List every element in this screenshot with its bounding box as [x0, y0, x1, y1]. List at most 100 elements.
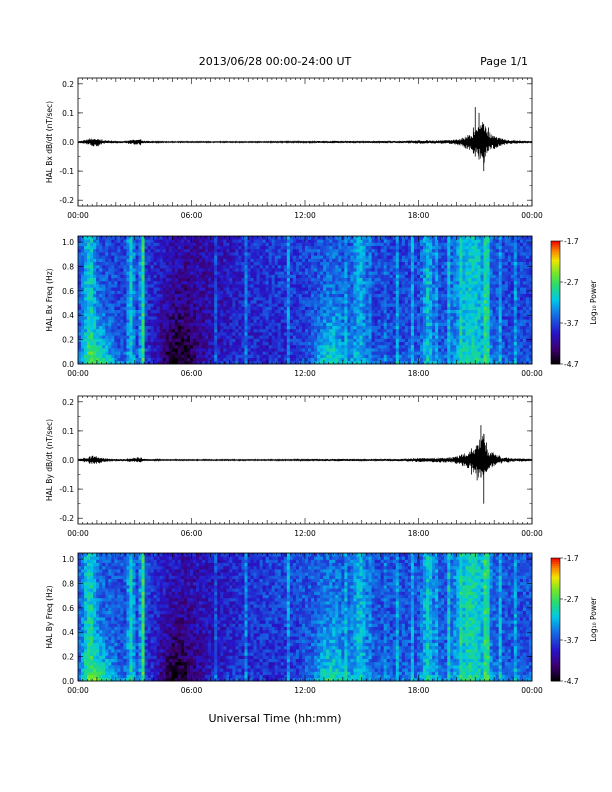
spectrogram-cell [386, 360, 391, 365]
spectrogram-cell [168, 261, 173, 266]
spectrogram-cell [407, 316, 412, 320]
spectrogram-cell [347, 322, 351, 326]
spectrogram-cell [81, 338, 85, 342]
spectrogram-cell [286, 341, 291, 346]
spectrogram-cell [292, 357, 297, 362]
spectrogram-cell [323, 277, 327, 282]
spectrogram-cell [320, 268, 324, 272]
spectrogram-cell [311, 290, 315, 294]
spectrogram-cell [305, 287, 309, 291]
spectrogram-cell [347, 271, 351, 275]
spectrogram-cell [289, 293, 294, 298]
spectrogram-cell [371, 290, 376, 294]
spectrogram-cell [416, 248, 421, 253]
spectrogram-cell [123, 280, 127, 285]
spectrogram-cell [350, 335, 354, 339]
spectrogram-cell [362, 268, 366, 272]
spectrogram-cell [177, 322, 182, 326]
spectrogram-cell [150, 360, 155, 365]
spectrogram-cell [341, 338, 345, 342]
spectrogram-cell [189, 344, 194, 349]
spectrogram-cell [356, 258, 360, 262]
spectrogram-cell [308, 255, 312, 259]
spectrogram-cell [153, 344, 158, 349]
spectrogram-cell [132, 280, 136, 285]
spectrogram-cell [105, 271, 109, 275]
spectrogram-cell [368, 306, 372, 310]
spectrogram-cell [398, 252, 403, 256]
spectrogram-cell [189, 319, 194, 323]
spectrogram-cell [344, 325, 348, 330]
spectrogram-cell [211, 344, 215, 349]
spectrogram-cell [383, 357, 388, 362]
spectrogram-cell [174, 335, 179, 339]
spectrogram-cell [289, 357, 294, 362]
spectrogram-cell [153, 248, 158, 253]
spectrogram-cell [332, 280, 336, 285]
spectrogram-cell [117, 328, 121, 333]
spectrogram-cell [420, 245, 424, 250]
spectrogram-cell [84, 284, 88, 288]
spectrogram-cell [186, 351, 191, 355]
spectrogram-cell [401, 258, 406, 262]
spectrogram-cell [147, 325, 152, 330]
spectrogram-cell [220, 287, 224, 291]
spectrogram-cell [177, 306, 182, 310]
spectrogram-cell [217, 354, 221, 358]
spectrogram-cell [268, 335, 273, 339]
spectrogram-cell [129, 303, 133, 307]
spectrogram-cell [150, 335, 155, 339]
spectrogram-cell [174, 252, 179, 256]
spectrogram-cell [168, 306, 173, 310]
spectrogram-cell [78, 341, 82, 346]
spectrogram-cell [356, 242, 360, 246]
spectrogram-cell [292, 335, 297, 339]
spectrogram-cell [314, 300, 318, 304]
spectrogram-cell [386, 242, 391, 246]
spectrogram-cell [93, 332, 97, 336]
spectrogram-cell [329, 335, 333, 339]
spectrogram-cell [429, 316, 433, 320]
spectrogram-cell [407, 312, 412, 317]
spectrogram-cell [365, 280, 369, 285]
spectrogram-cell [132, 255, 136, 259]
spectrogram-cell [413, 328, 418, 333]
spectrogram-cell [426, 300, 430, 304]
spectrogram-cell [183, 277, 188, 282]
spectrogram-cell [150, 277, 155, 282]
spectrogram-cell [413, 255, 418, 259]
spectrogram-cell [217, 239, 221, 243]
spectrogram-cell [223, 293, 227, 298]
spectrogram-cell [108, 280, 112, 285]
spectrogram-cell [286, 316, 291, 320]
spectrogram-cell [407, 248, 412, 253]
spectrogram-cell [193, 351, 197, 355]
spectrogram-cell [141, 239, 145, 243]
spectrogram-cell [429, 271, 433, 275]
spectrogram-cell [286, 271, 291, 275]
spectrogram-cell [371, 255, 376, 259]
spectrogram-cell [153, 322, 158, 326]
spectrogram-cell [87, 264, 91, 269]
spectrogram-cell [277, 309, 282, 314]
spectrogram-cell [401, 357, 406, 362]
spectrogram-cell [132, 245, 136, 250]
spectrogram-cell [183, 354, 188, 358]
spectrogram-cell [305, 306, 309, 310]
spectrogram-cell [229, 325, 233, 330]
spectrogram-cell [277, 255, 282, 259]
spectrogram-cell [395, 316, 400, 320]
spectrogram-cell [362, 284, 366, 288]
spectrogram-cell [180, 258, 185, 262]
spectrogram-cell [353, 261, 357, 266]
spectrogram-cell [268, 264, 273, 269]
spectrogram-cell [410, 277, 415, 282]
spectrogram-cell [338, 296, 342, 301]
spectrogram-cell [111, 303, 115, 307]
spectrogram-cell [383, 277, 388, 282]
spectrogram-cell [401, 309, 406, 314]
spectrogram-cell [81, 344, 85, 349]
spectrogram-cell [162, 312, 167, 317]
spectrogram-cell [286, 268, 291, 272]
spectrogram-cell [332, 319, 336, 323]
